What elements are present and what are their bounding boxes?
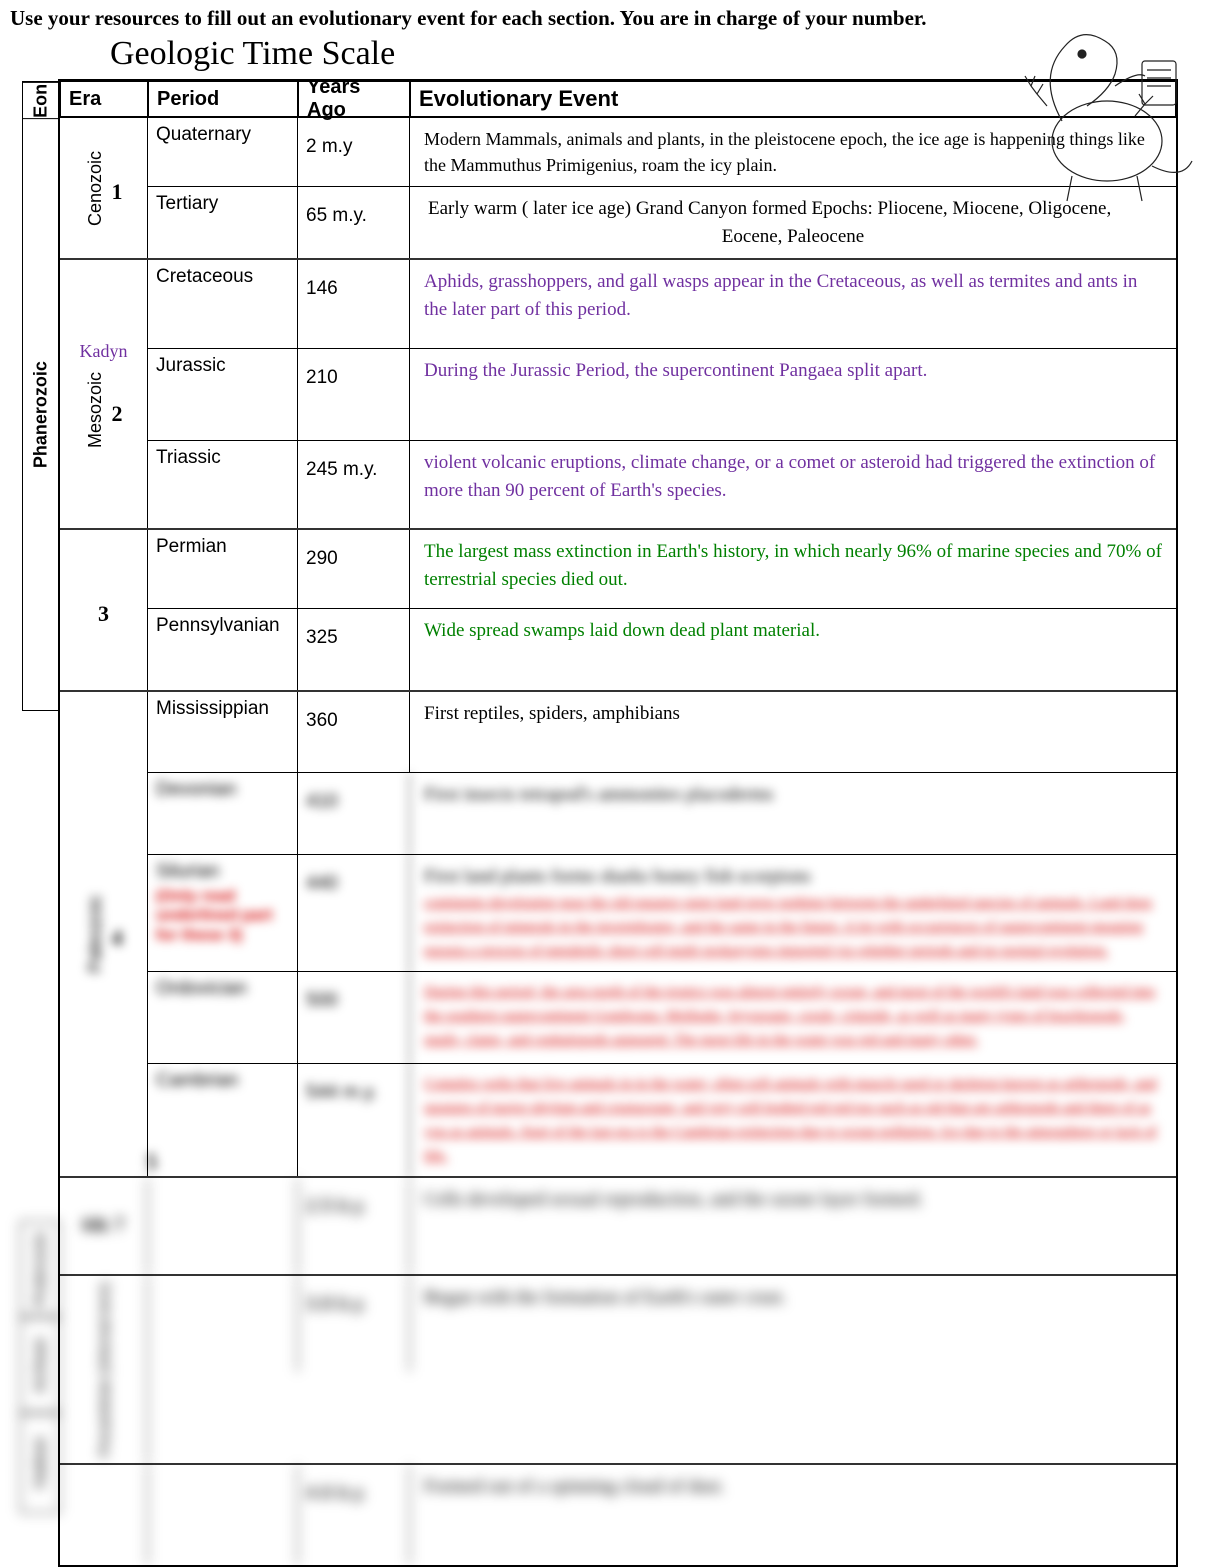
years-ago: 4.6 b.y. bbox=[298, 1465, 410, 1565]
years-ago: 360 bbox=[298, 692, 410, 772]
years-ago: 325 bbox=[298, 609, 410, 690]
years-ago: 290 bbox=[298, 530, 410, 608]
periods-container: Permian290The largest mass extinction in… bbox=[148, 530, 1176, 690]
evolutionary-event: Complex webs that live animals in in the… bbox=[410, 1064, 1176, 1176]
years-ago: 65 m.y. bbox=[298, 187, 410, 258]
years-ago: 210 bbox=[298, 349, 410, 440]
periods-container: Cretaceous146Aphids, grasshoppers, and g… bbox=[148, 260, 1176, 528]
period-name: Silurian(Only read underlined part for t… bbox=[148, 855, 298, 971]
era-name: Cenozoic bbox=[85, 151, 106, 226]
precambrian-row: Precambrian (Informal term) 3.8 b.y.Began… bbox=[60, 1274, 1176, 1463]
eon-label: Proterozoic bbox=[20, 1221, 60, 1317]
period-name: Quaternary bbox=[148, 118, 298, 186]
period-header: Period bbox=[148, 81, 298, 117]
period-row: Quaternary2 m.yModern Mammals, animals a… bbox=[148, 118, 1176, 186]
era-name: Paleozoic bbox=[85, 895, 106, 973]
period-row: Ordovician500During this period, the are… bbox=[148, 971, 1176, 1063]
period-name: Cretaceous bbox=[148, 260, 298, 348]
evolutionary-event: During this period, the area north of th… bbox=[410, 972, 1176, 1063]
evolutionary-event: Cells developed sexual reproduction, and… bbox=[410, 1178, 1176, 1274]
period-row: Cambrian544 m.y.Complex webs that live a… bbox=[148, 1063, 1176, 1176]
evolutionary-event: First land plants forms sharks boney fis… bbox=[410, 855, 1176, 971]
instruction-text: Use your resources to fill out an evolut… bbox=[0, 0, 1211, 31]
periods-container: Mississippian360First reptiles, spiders,… bbox=[148, 692, 1176, 1176]
era-annotation: Kadyn bbox=[80, 341, 128, 362]
years-ago: 544 m.y. bbox=[298, 1064, 410, 1176]
periods-container: Quaternary2 m.yModern Mammals, animals a… bbox=[148, 118, 1176, 258]
years-ago: 440 bbox=[298, 855, 410, 971]
event-header: Evolutionary Event bbox=[410, 81, 1176, 117]
years-ago: 146 bbox=[298, 260, 410, 348]
era-cell: Cenozoic 1 bbox=[60, 118, 148, 258]
evolutionary-event: The largest mass extinction in Earth's h… bbox=[410, 530, 1176, 608]
era-cell bbox=[60, 1465, 148, 1565]
years-ago: 245 m.y. bbox=[298, 441, 410, 528]
period-name: Cambrian bbox=[148, 1064, 298, 1176]
evolutionary-event: Early warm ( later ice age) Grand Canyon… bbox=[410, 187, 1176, 258]
era-header: Era bbox=[60, 81, 148, 117]
era-number: 1 bbox=[112, 179, 123, 205]
years-ago: 2.5 b.y. bbox=[298, 1178, 410, 1274]
period-name: Mississippian bbox=[148, 692, 298, 772]
period-name: Pennsylvanian bbox=[148, 609, 298, 690]
period-row: Triassic245 m.y.violent volcanic eruptio… bbox=[148, 440, 1176, 528]
period-row: Tertiary65 m.y.Early warm ( later ice ag… bbox=[148, 186, 1176, 258]
evolutionary-event: Formed out of a spinning cloud of dust. bbox=[410, 1465, 1176, 1565]
era-number: 5 bbox=[146, 1149, 157, 1175]
phanerozoic-eon-label: Phanerozoic bbox=[23, 118, 59, 710]
period-row: Pennsylvanian325Wide spread swamps laid … bbox=[148, 608, 1176, 690]
era-block: Kadyn Mesozoic 2 Cretaceous146Aphids, grass… bbox=[60, 258, 1176, 528]
years-ago: 500 bbox=[298, 972, 410, 1063]
eon-label: Hadean bbox=[20, 1413, 60, 1513]
evolutionary-event: Aphids, grasshoppers, and gall wasps app… bbox=[410, 260, 1176, 348]
period-name bbox=[148, 1465, 298, 1565]
era-block: Cenozoic 1 Quaternary2 m.yModern Mammals, … bbox=[60, 117, 1176, 258]
evolutionary-event: First reptiles, spiders, amphibians bbox=[410, 692, 1176, 772]
years-ago: 410 bbox=[298, 773, 410, 854]
precambrian-row: 6& 7 2.5 b.y.Cells developed sexual repro… bbox=[60, 1176, 1176, 1274]
period-row: Devonian410First insects tetrapod's ammo… bbox=[148, 772, 1176, 854]
period-row: Permian290The largest mass extinction in… bbox=[148, 530, 1176, 608]
era-cell: Kadyn Mesozoic 2 bbox=[60, 260, 148, 528]
years-ago: 3.8 b.y. bbox=[298, 1276, 410, 1372]
header-row: Era Period Years Ago Evolutionary Event bbox=[60, 81, 1176, 117]
era-cell: 6& 7 bbox=[60, 1178, 148, 1274]
period-name bbox=[148, 1276, 298, 1372]
years-header: Years Ago bbox=[298, 81, 410, 117]
period-note: (Only read underlined part for these 3) bbox=[156, 887, 289, 945]
precambrian-row: 4.6 b.y.Formed out of a spinning cloud o… bbox=[60, 1463, 1176, 1565]
period-name: Devonian bbox=[148, 773, 298, 854]
era-cell: Paleozoic 4 bbox=[60, 692, 148, 1176]
years-ago: 2 m.y bbox=[298, 118, 410, 186]
precambrian-label: Precambrian (Informal term) bbox=[96, 1282, 112, 1457]
era-cell: Precambrian (Informal term) bbox=[60, 1276, 148, 1463]
period-name: Ordovician bbox=[148, 972, 298, 1063]
evolutionary-event: Began with the formation of Earth's oute… bbox=[410, 1276, 1176, 1372]
eon-label: Archean bbox=[20, 1317, 60, 1413]
eon-header: Eon bbox=[23, 82, 59, 118]
page-title: Geologic Time Scale bbox=[0, 31, 1211, 79]
era-block: Paleozoic 4 Mississippian360First reptiles… bbox=[60, 690, 1176, 1176]
period-name: Permian bbox=[148, 530, 298, 608]
period-name: Jurassic bbox=[148, 349, 298, 440]
period-name: Triassic bbox=[148, 441, 298, 528]
period-name: Tertiary bbox=[148, 187, 298, 258]
evolutionary-event: Wide spread swamps laid down dead plant … bbox=[410, 609, 1176, 690]
period-row: Jurassic210During the Jurassic Period, t… bbox=[148, 348, 1176, 440]
period-row: Mississippian360First reptiles, spiders,… bbox=[148, 692, 1176, 772]
era-cell: 3 bbox=[60, 530, 148, 690]
period-name bbox=[148, 1178, 298, 1274]
period-row: Cretaceous146Aphids, grasshoppers, and g… bbox=[148, 260, 1176, 348]
era-number: 2 bbox=[112, 401, 123, 427]
geologic-timescale-table: Eon Phanerozoic Era Period Years Ago Evo… bbox=[58, 79, 1178, 1567]
era-name: Mesozoic bbox=[85, 372, 106, 448]
era-number: 4 bbox=[112, 925, 123, 951]
era-block: 3 Permian290The largest mass extinction i… bbox=[60, 528, 1176, 690]
evolutionary-event: Modern Mammals, animals and plants, in t… bbox=[410, 118, 1176, 186]
evolutionary-event: violent volcanic eruptions, climate chan… bbox=[410, 441, 1176, 528]
period-row: Silurian(Only read underlined part for t… bbox=[148, 854, 1176, 971]
evolutionary-event: First insects tetrapod's ammonites placo… bbox=[410, 773, 1176, 854]
evolutionary-event: During the Jurassic Period, the supercon… bbox=[410, 349, 1176, 440]
era-number: 3 bbox=[98, 601, 109, 627]
